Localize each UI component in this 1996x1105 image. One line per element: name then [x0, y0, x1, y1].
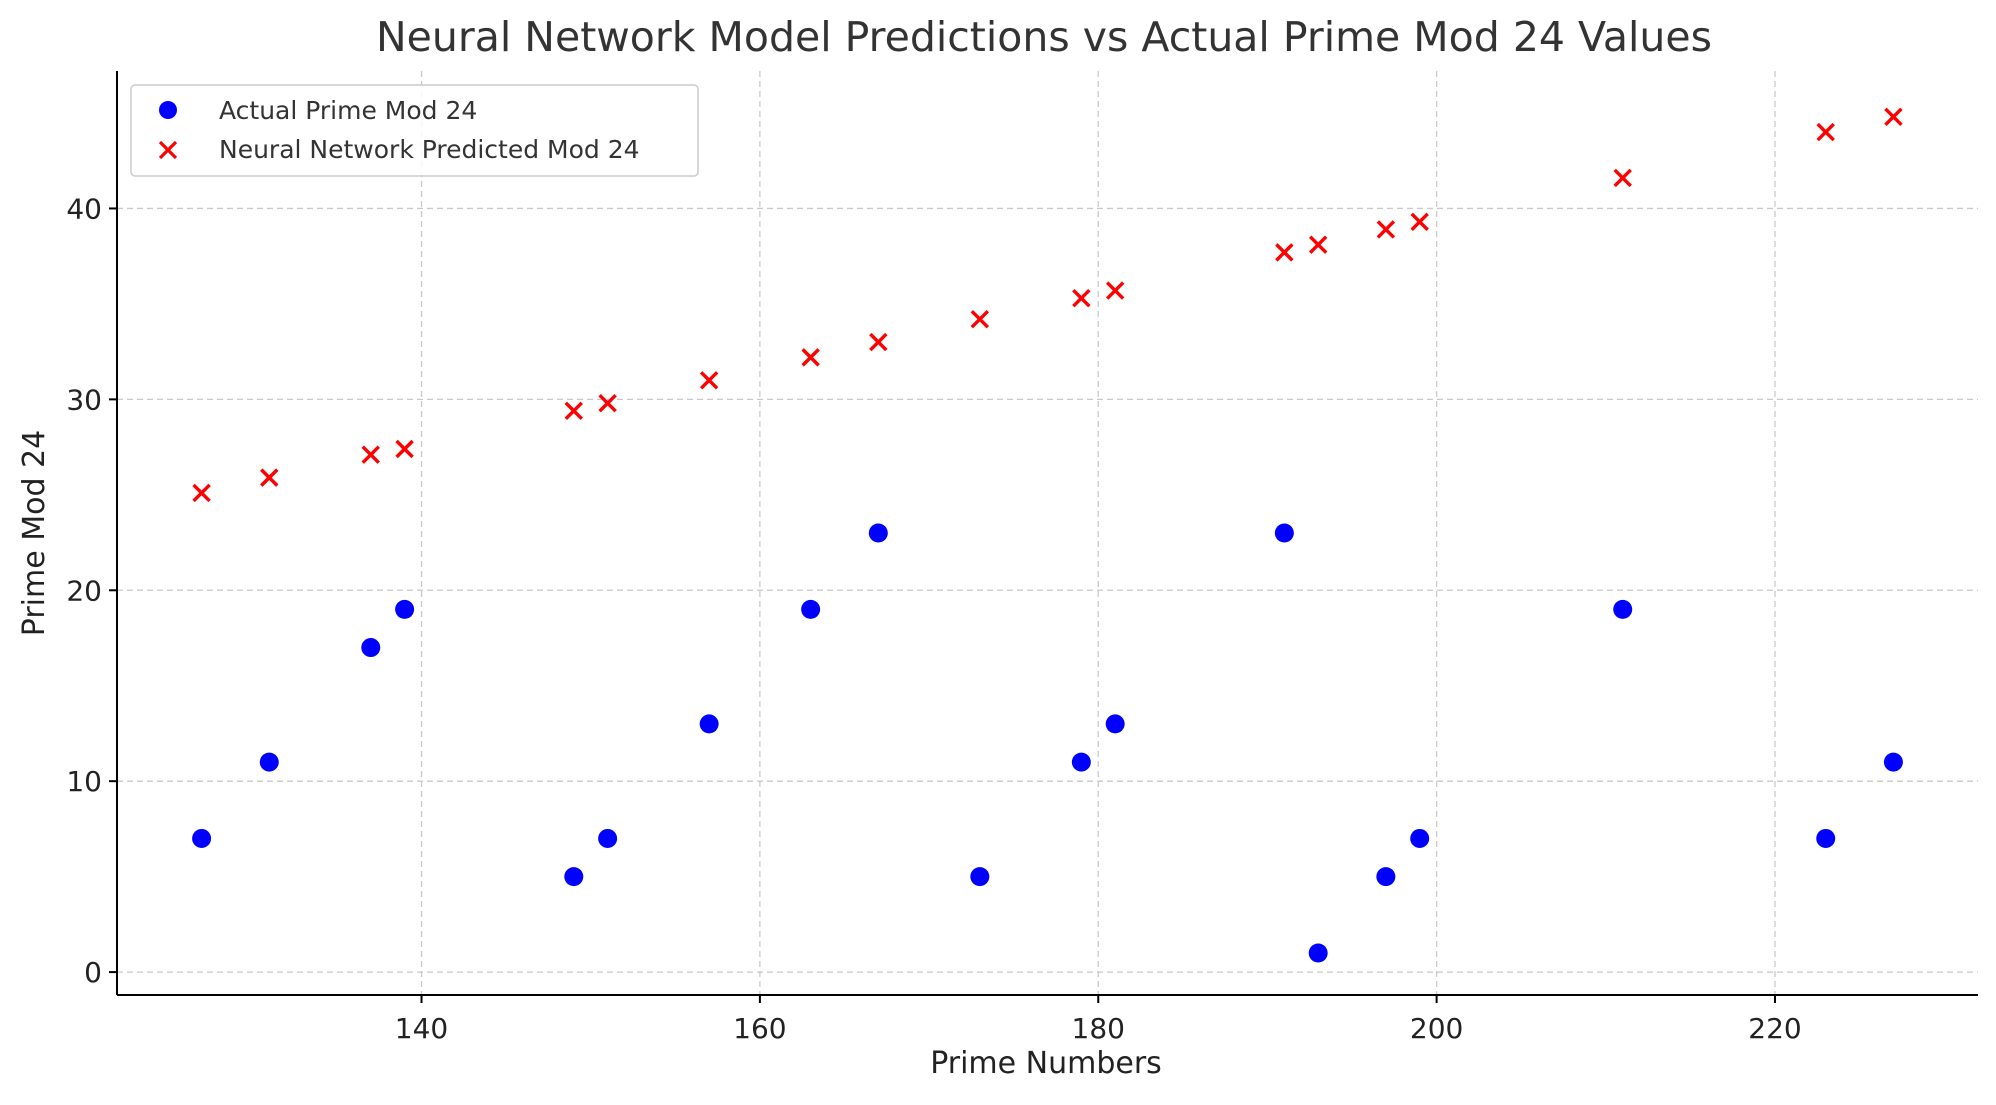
actual-point [1883, 752, 1903, 772]
predicted-point [1275, 243, 1294, 262]
y-tick-label: 40 [66, 192, 102, 225]
x-axis-label: Prime Numbers [930, 1046, 1162, 1081]
actual-point [1816, 828, 1836, 848]
actual-point [192, 828, 212, 848]
actual-point [395, 599, 415, 619]
predicted-point [1072, 288, 1091, 308]
predicted-point [260, 468, 279, 487]
predicted-point [192, 483, 211, 503]
legend: Actual Prime Mod 24 Neural Network Predi… [130, 84, 699, 177]
predicted-point [1410, 212, 1429, 232]
predicted-point [395, 439, 414, 459]
predicted-point [1816, 122, 1835, 142]
predicted-point [1613, 168, 1632, 188]
actual-point [361, 638, 381, 658]
y-tick-label: 30 [66, 383, 102, 416]
y-axis-label: Prime Mod 24 [17, 430, 52, 636]
predicted-point [699, 371, 719, 390]
actual-point [564, 867, 584, 887]
axis-ticks: 140 160 180 200 220 0 10 20 30 40 [66, 192, 1801, 1045]
predicted-point [564, 401, 583, 421]
predicted-point [1308, 235, 1328, 254]
actual-point [1410, 828, 1430, 848]
actual-point [259, 752, 279, 772]
legend-box [130, 84, 699, 177]
actual-point [1376, 867, 1396, 887]
x-tick-label: 220 [1748, 1012, 1801, 1045]
actual-point [598, 828, 618, 848]
actual-point [868, 523, 888, 543]
chart-title: Neural Network Model Predictions vs Actu… [376, 13, 1712, 61]
predicted-point [1376, 220, 1396, 239]
axes [116, 71, 1978, 996]
actual-point [699, 714, 719, 734]
actual-point [1613, 599, 1633, 619]
actual-point [1308, 943, 1328, 963]
data-points [192, 107, 1903, 963]
predicted-point [598, 393, 617, 413]
y-tick-label: 0 [84, 956, 102, 989]
legend-marker-predicted [158, 140, 178, 160]
x-tick-label: 180 [1072, 1012, 1125, 1045]
actual-point [1071, 752, 1091, 772]
predicted-point [970, 309, 990, 329]
legend-marker-actual [159, 101, 177, 119]
legend-label-actual: Actual Prime Mod 24 [219, 96, 477, 125]
predicted-point [801, 348, 820, 367]
actual-point [970, 867, 990, 887]
y-tick-label: 10 [66, 765, 102, 798]
actual-point [801, 599, 821, 619]
legend-label-predicted: Neural Network Predicted Mod 24 [219, 135, 640, 164]
actual-point [1274, 523, 1294, 543]
y-tick-label: 20 [66, 574, 102, 607]
x-tick-label: 140 [395, 1012, 448, 1045]
predicted-point [1105, 281, 1125, 300]
actual-point [1105, 714, 1125, 734]
grid-lines [117, 71, 1978, 995]
predicted-point [869, 332, 888, 352]
x-tick-label: 160 [733, 1012, 786, 1045]
predicted-point [361, 445, 380, 464]
x-tick-label: 200 [1410, 1012, 1463, 1045]
predicted-point [1884, 107, 1903, 127]
